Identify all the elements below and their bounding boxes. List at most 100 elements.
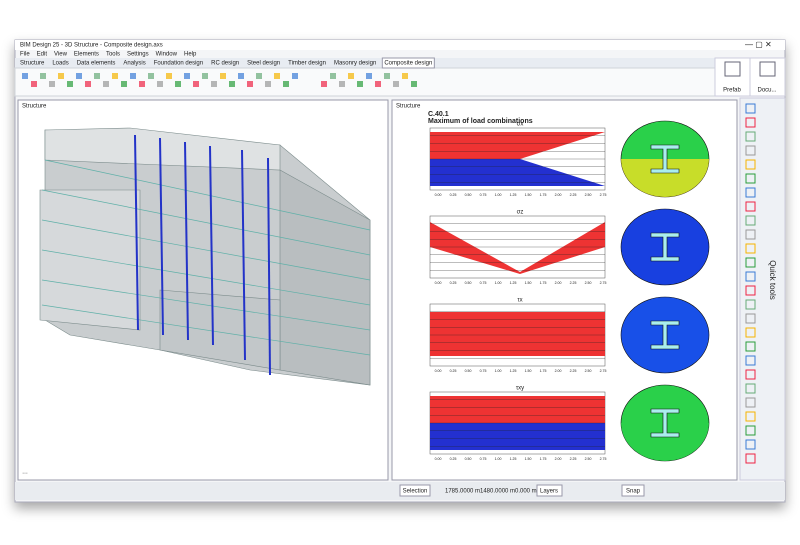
tool-icon[interactable]	[411, 81, 417, 87]
ribbon-tab[interactable]: Composite design	[384, 61, 432, 67]
tool-icon[interactable]	[112, 73, 118, 79]
quick-tool-icon[interactable]	[745, 271, 756, 282]
quick-tool-icon[interactable]	[745, 355, 756, 366]
layers-label[interactable]: Layers	[540, 489, 558, 495]
tool-icon[interactable]	[384, 73, 390, 79]
quick-tool-icon[interactable]	[745, 411, 756, 422]
tool-icon[interactable]	[229, 81, 235, 87]
tool-icon[interactable]	[130, 73, 136, 79]
x-tick-label: 0.75	[480, 281, 487, 285]
quick-tool-icon[interactable]	[745, 285, 756, 296]
snap-label[interactable]: Snap	[626, 489, 641, 495]
quick-tool-icon[interactable]	[745, 215, 756, 226]
tool-icon[interactable]	[175, 81, 181, 87]
selection-label[interactable]: Selection	[403, 489, 428, 495]
menu-item[interactable]: File	[20, 52, 30, 58]
quick-tool-icon[interactable]	[745, 439, 756, 450]
ribbon-tab[interactable]: Analysis	[123, 61, 145, 67]
quick-tool-icon[interactable]	[745, 257, 756, 268]
tool-icon[interactable]	[40, 73, 46, 79]
tool-icon[interactable]	[274, 73, 280, 79]
quick-tool-icon[interactable]	[745, 201, 756, 212]
tool-icon[interactable]	[184, 73, 190, 79]
tool-icon[interactable]	[85, 81, 91, 87]
quick-tool-icon[interactable]	[745, 145, 756, 156]
tool-icon[interactable]	[220, 73, 226, 79]
docu-label[interactable]: Docu...	[757, 88, 776, 94]
docu-button[interactable]	[749, 57, 786, 97]
tool-icon[interactable]	[148, 73, 154, 79]
quick-tool-icon[interactable]	[745, 341, 756, 352]
quick-tool-icon[interactable]	[745, 327, 756, 338]
tool-icon[interactable]	[67, 81, 73, 87]
tool-icon[interactable]	[348, 73, 354, 79]
quick-tool-icon[interactable]	[745, 383, 756, 394]
quick-tool-icon[interactable]	[745, 397, 756, 408]
tool-icon[interactable]	[339, 81, 345, 87]
ribbon-tab[interactable]: Data elements	[77, 61, 116, 67]
quick-tool-icon[interactable]	[745, 103, 756, 114]
tool-icon[interactable]	[49, 81, 55, 87]
tool-icon[interactable]	[321, 81, 327, 87]
ribbon-tab[interactable]: Structure	[20, 61, 45, 67]
quick-tool-icon[interactable]	[745, 229, 756, 240]
ribbon-tab[interactable]: Steel design	[247, 61, 280, 67]
tool-icon[interactable]	[94, 73, 100, 79]
tool-icon[interactable]	[283, 81, 289, 87]
ribbon-tab[interactable]: Timber design	[288, 61, 326, 67]
tool-icon[interactable]	[58, 73, 64, 79]
ribbon-tab[interactable]: Foundation design	[154, 61, 203, 67]
tool-icon[interactable]	[103, 81, 109, 87]
tool-icon[interactable]	[238, 73, 244, 79]
tool-icon[interactable]	[357, 81, 363, 87]
section-shape	[650, 320, 680, 350]
tool-icon[interactable]	[211, 81, 217, 87]
snap-button[interactable]	[621, 484, 645, 497]
quick-tool-icon[interactable]	[745, 369, 756, 380]
ribbon-tab[interactable]: Loads	[52, 61, 68, 67]
tool-icon[interactable]	[139, 81, 145, 87]
tool-icon[interactable]	[157, 81, 163, 87]
quick-tool-icon[interactable]	[745, 173, 756, 184]
tool-icon[interactable]	[256, 73, 262, 79]
menu-item[interactable]: Help	[184, 52, 197, 58]
ribbon-tab[interactable]: Masonry design	[334, 61, 376, 67]
tool-icon[interactable]	[330, 73, 336, 79]
window-controls[interactable]: — ▢ ✕	[745, 40, 772, 49]
quick-tool-icon[interactable]	[745, 299, 756, 310]
menu-item[interactable]: View	[54, 52, 68, 58]
quick-tool-icon[interactable]	[745, 117, 756, 128]
tool-icon[interactable]	[22, 73, 28, 79]
quick-tool-icon[interactable]	[745, 453, 756, 464]
tool-icon[interactable]	[375, 81, 381, 87]
tool-icon[interactable]	[76, 73, 82, 79]
tool-icon[interactable]	[402, 73, 408, 79]
tool-icon[interactable]	[166, 73, 172, 79]
prefab-label[interactable]: Prefab	[723, 88, 741, 94]
menu-item[interactable]: Settings	[127, 52, 149, 58]
selection-button[interactable]	[399, 484, 431, 497]
quick-tool-icon[interactable]	[745, 243, 756, 254]
quick-tool-icon[interactable]	[745, 313, 756, 324]
tool-icon[interactable]	[193, 81, 199, 87]
tool-icon[interactable]	[121, 81, 127, 87]
tool-icon[interactable]	[265, 81, 271, 87]
tool-icon[interactable]	[31, 81, 37, 87]
quick-tool-icon[interactable]	[745, 131, 756, 142]
tool-icon[interactable]	[366, 73, 372, 79]
quick-tool-icon[interactable]	[745, 187, 756, 198]
quick-tool-icon[interactable]	[745, 425, 756, 436]
menu-item[interactable]: Tools	[106, 52, 120, 58]
menu-item[interactable]: Window	[156, 52, 178, 58]
layers-button[interactable]	[536, 484, 563, 497]
tool-icon[interactable]	[393, 81, 399, 87]
menu-item[interactable]: Elements	[74, 52, 99, 58]
tool-icon[interactable]	[247, 81, 253, 87]
ribbon-tab[interactable]: RC design	[211, 61, 239, 67]
menu-item[interactable]: Edit	[37, 52, 48, 58]
quick-tool-icon[interactable]	[745, 159, 756, 170]
prefab-button[interactable]	[714, 57, 751, 97]
tool-icon[interactable]	[202, 73, 208, 79]
window-title: BIM Design 25 - 3D Structure - Composite…	[20, 43, 163, 49]
tool-icon[interactable]	[292, 73, 298, 79]
